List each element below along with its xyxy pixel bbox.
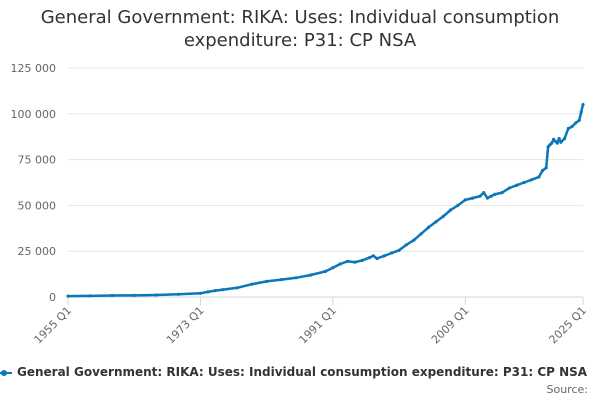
data-point — [579, 110, 583, 114]
data-point — [507, 186, 511, 190]
data-point — [338, 262, 342, 266]
x-tick-label: 1973 Q1 — [164, 304, 207, 347]
data-point — [574, 121, 578, 125]
data-point — [522, 180, 526, 185]
data-point — [390, 251, 394, 255]
data-point — [489, 194, 493, 198]
data-point — [557, 136, 561, 141]
data-point — [397, 248, 401, 252]
data-point — [544, 166, 548, 170]
data-point — [88, 294, 92, 298]
data-point — [550, 141, 554, 145]
data-point — [482, 191, 486, 195]
data-point — [566, 126, 570, 131]
data-point — [368, 256, 372, 260]
source-credit: Source: — [546, 383, 589, 396]
data-point — [331, 266, 335, 270]
y-tick-label: 125 000 — [11, 62, 57, 75]
data-point — [220, 288, 225, 292]
data-point — [198, 291, 202, 295]
data-point — [478, 194, 482, 198]
axes — [67, 296, 584, 305]
data-point — [375, 256, 379, 261]
data-point — [456, 203, 460, 207]
x-tick-label: 2025 Q1 — [547, 304, 590, 347]
data-point — [529, 178, 534, 182]
data-point — [371, 254, 375, 258]
data-point — [540, 169, 545, 173]
data-point — [555, 141, 559, 145]
data-point — [559, 140, 563, 144]
chart-title-line-1: General Government: RIKA: Uses: Individu… — [40, 7, 560, 28]
data-point — [441, 214, 445, 218]
data-point — [426, 225, 431, 229]
data-point — [279, 278, 283, 282]
y-tick-label: 100 000 — [11, 108, 57, 121]
data-point — [206, 290, 210, 294]
data-point — [449, 208, 453, 212]
data-point — [515, 183, 519, 187]
data-point — [346, 259, 350, 263]
data-point — [471, 196, 475, 200]
data-point — [412, 238, 416, 242]
data-point — [500, 191, 504, 195]
data-point — [360, 258, 364, 262]
data-point — [250, 282, 254, 286]
x-tick-label: 1991 Q1 — [296, 304, 339, 347]
data-point — [235, 286, 239, 290]
y-tick-label: 25 000 — [18, 245, 57, 258]
y-tick-label: 50 000 — [18, 199, 57, 212]
data-point — [570, 125, 574, 129]
data-point — [309, 273, 313, 277]
plot-area — [66, 103, 585, 298]
data-point — [577, 118, 581, 122]
chart-title-line-2: expenditure: P31: CP NSA — [183, 30, 417, 51]
data-point — [294, 276, 298, 280]
data-point — [154, 293, 158, 297]
x-tick-label: 2009 Q1 — [429, 304, 472, 347]
legend[interactable]: General Government: RIKA: Uses: Individu… — [0, 365, 587, 379]
data-point — [132, 293, 136, 297]
data-point — [265, 279, 269, 283]
y-axis-tick-labels: 0 25 000 50 000 75 000 100 000 125 000 — [11, 62, 57, 304]
series-line — [66, 103, 585, 298]
y-tick-label: 0 — [49, 291, 56, 304]
data-point — [485, 196, 489, 200]
data-point — [493, 192, 497, 196]
legend-line-marker-icon — [0, 368, 12, 378]
data-point — [404, 243, 408, 247]
y-tick-label: 75 000 — [18, 154, 57, 167]
data-point — [213, 289, 217, 293]
data-point — [382, 254, 386, 258]
data-point — [434, 220, 438, 224]
gridlines — [68, 67, 583, 252]
legend-item-label: General Government: RIKA: Uses: Individu… — [17, 365, 588, 379]
data-point — [323, 269, 328, 273]
data-point — [463, 198, 467, 202]
data-point — [353, 260, 357, 264]
x-tick-label: 1955 Q1 — [32, 304, 75, 347]
data-point — [537, 175, 541, 179]
data-point — [581, 103, 585, 107]
data-point — [66, 294, 70, 298]
data-point — [176, 292, 180, 296]
data-point — [419, 232, 423, 236]
chart-title: General Government: RIKA: Uses: Individu… — [0, 6, 600, 52]
x-axis-tick-labels: 1955 Q1 1973 Q1 1991 Q1 2009 Q1 2025 Q1 — [32, 304, 590, 347]
data-point — [110, 293, 114, 298]
data-point — [563, 136, 567, 141]
